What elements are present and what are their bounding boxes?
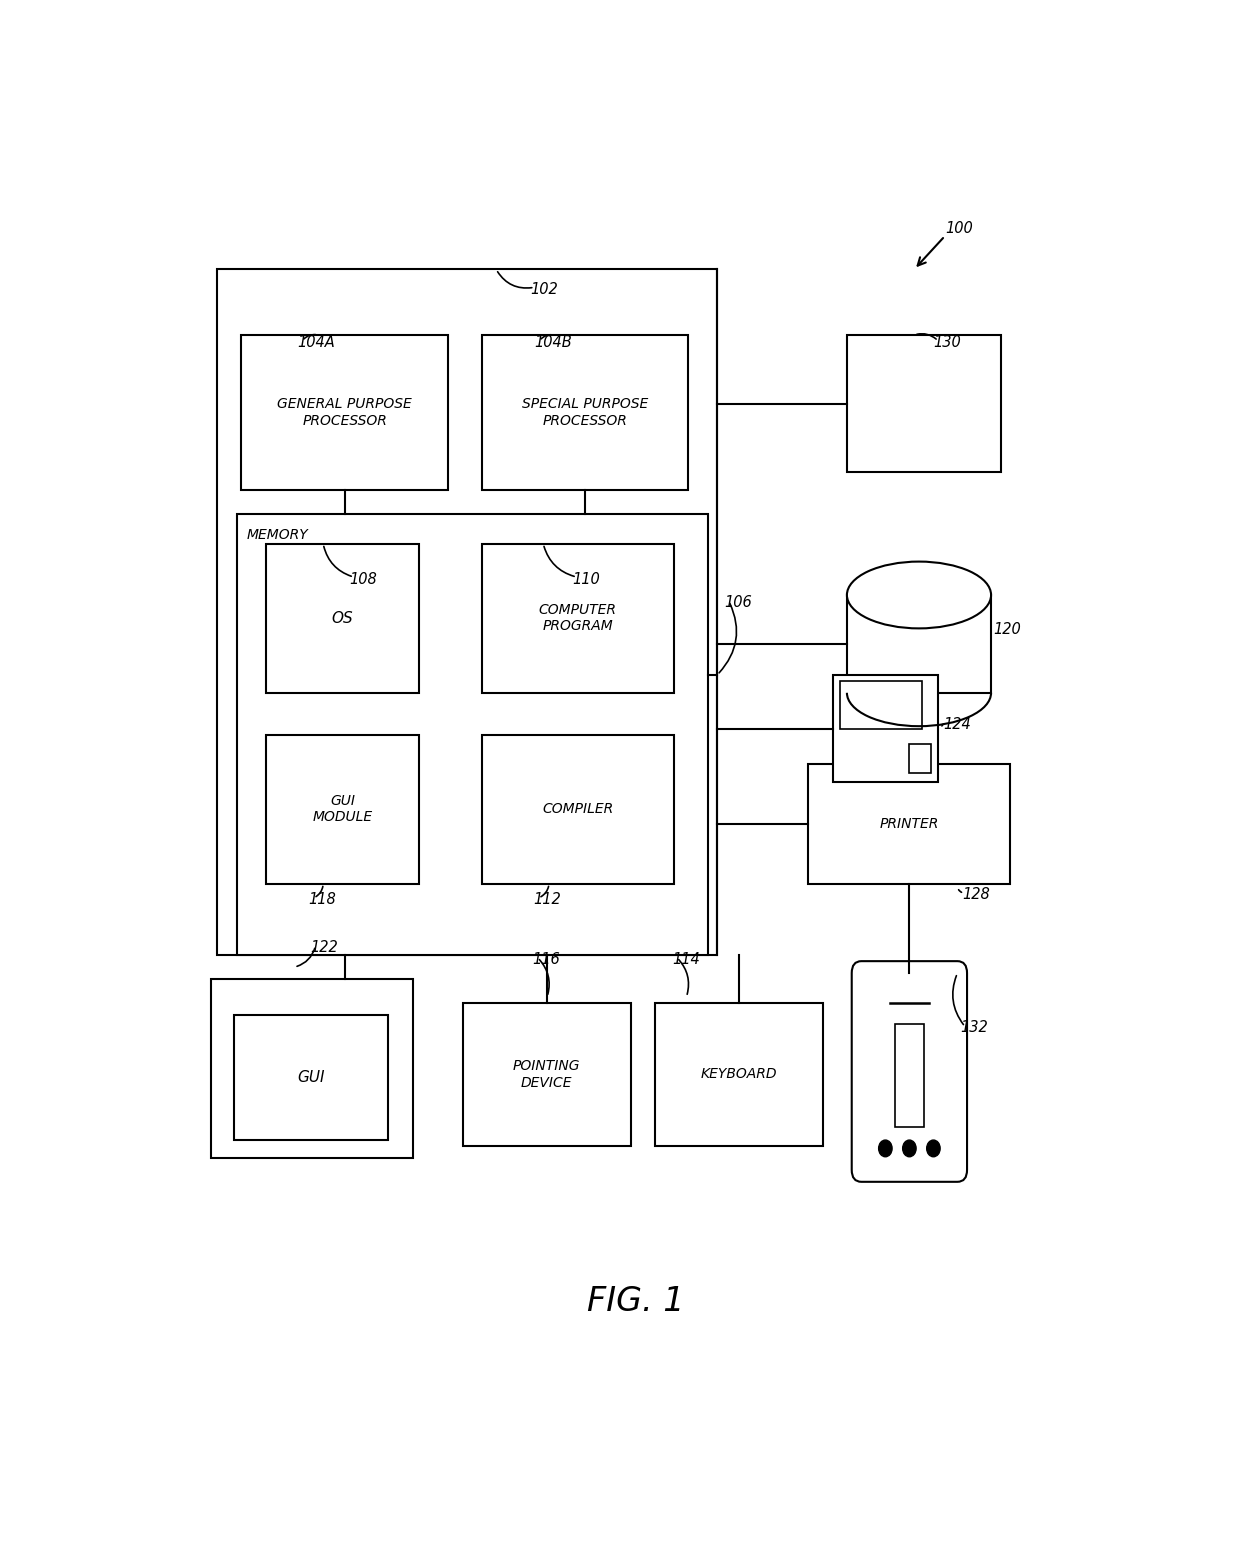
Ellipse shape [847,562,991,629]
Bar [481,544,675,692]
Text: GENERAL PURPOSE
PROCESSOR: GENERAL PURPOSE PROCESSOR [278,398,412,428]
Text: POINTING
DEVICE: POINTING DEVICE [513,1060,580,1089]
Bar [211,979,413,1159]
Text: 128: 128 [962,886,990,902]
Bar [808,764,1011,883]
Circle shape [926,1140,940,1157]
Text: 104A: 104A [298,336,335,350]
Text: COMPILER: COMPILER [542,802,614,816]
Text: 124: 124 [942,717,971,733]
Text: MEMORY: MEMORY [247,528,308,542]
Text: COMPUTER
PROGRAM: COMPUTER PROGRAM [539,603,616,634]
Text: 108: 108 [350,572,377,587]
Text: 130: 130 [934,336,961,350]
Bar [841,682,921,730]
Bar [265,544,419,692]
Bar [909,744,930,773]
Bar [234,1015,388,1140]
Bar [847,595,991,692]
Text: 104B: 104B [534,336,573,350]
Bar [242,335,448,489]
Bar [481,335,688,489]
Text: 118: 118 [309,892,336,908]
Bar [655,1002,823,1146]
Bar [217,270,717,956]
Text: 110: 110 [572,572,600,587]
Text: 106: 106 [724,595,751,610]
Bar [895,1024,924,1126]
Bar [463,1002,631,1146]
Bar [265,734,419,883]
Bar [481,734,675,883]
Text: KEYBOARD: KEYBOARD [701,1067,777,1081]
Text: PRINTER: PRINTER [879,816,939,830]
Text: 116: 116 [533,953,560,967]
Text: 122: 122 [311,940,339,956]
Text: 112: 112 [533,892,562,908]
Text: OS: OS [331,610,353,626]
Text: 132: 132 [960,1021,988,1035]
Circle shape [903,1140,916,1157]
Text: GUI
MODULE: GUI MODULE [312,795,372,824]
Text: 120: 120 [993,621,1021,637]
Text: FIG. 1: FIG. 1 [587,1284,684,1318]
Bar [237,514,708,956]
Circle shape [879,1140,892,1157]
FancyBboxPatch shape [852,960,967,1182]
Text: SPECIAL PURPOSE
PROCESSOR: SPECIAL PURPOSE PROCESSOR [522,398,649,428]
Bar [832,675,939,782]
Text: GUI: GUI [296,1070,325,1084]
Text: 100: 100 [945,222,972,235]
Text: 102: 102 [529,282,558,297]
Bar [847,335,1001,472]
Text: 114: 114 [672,953,699,967]
